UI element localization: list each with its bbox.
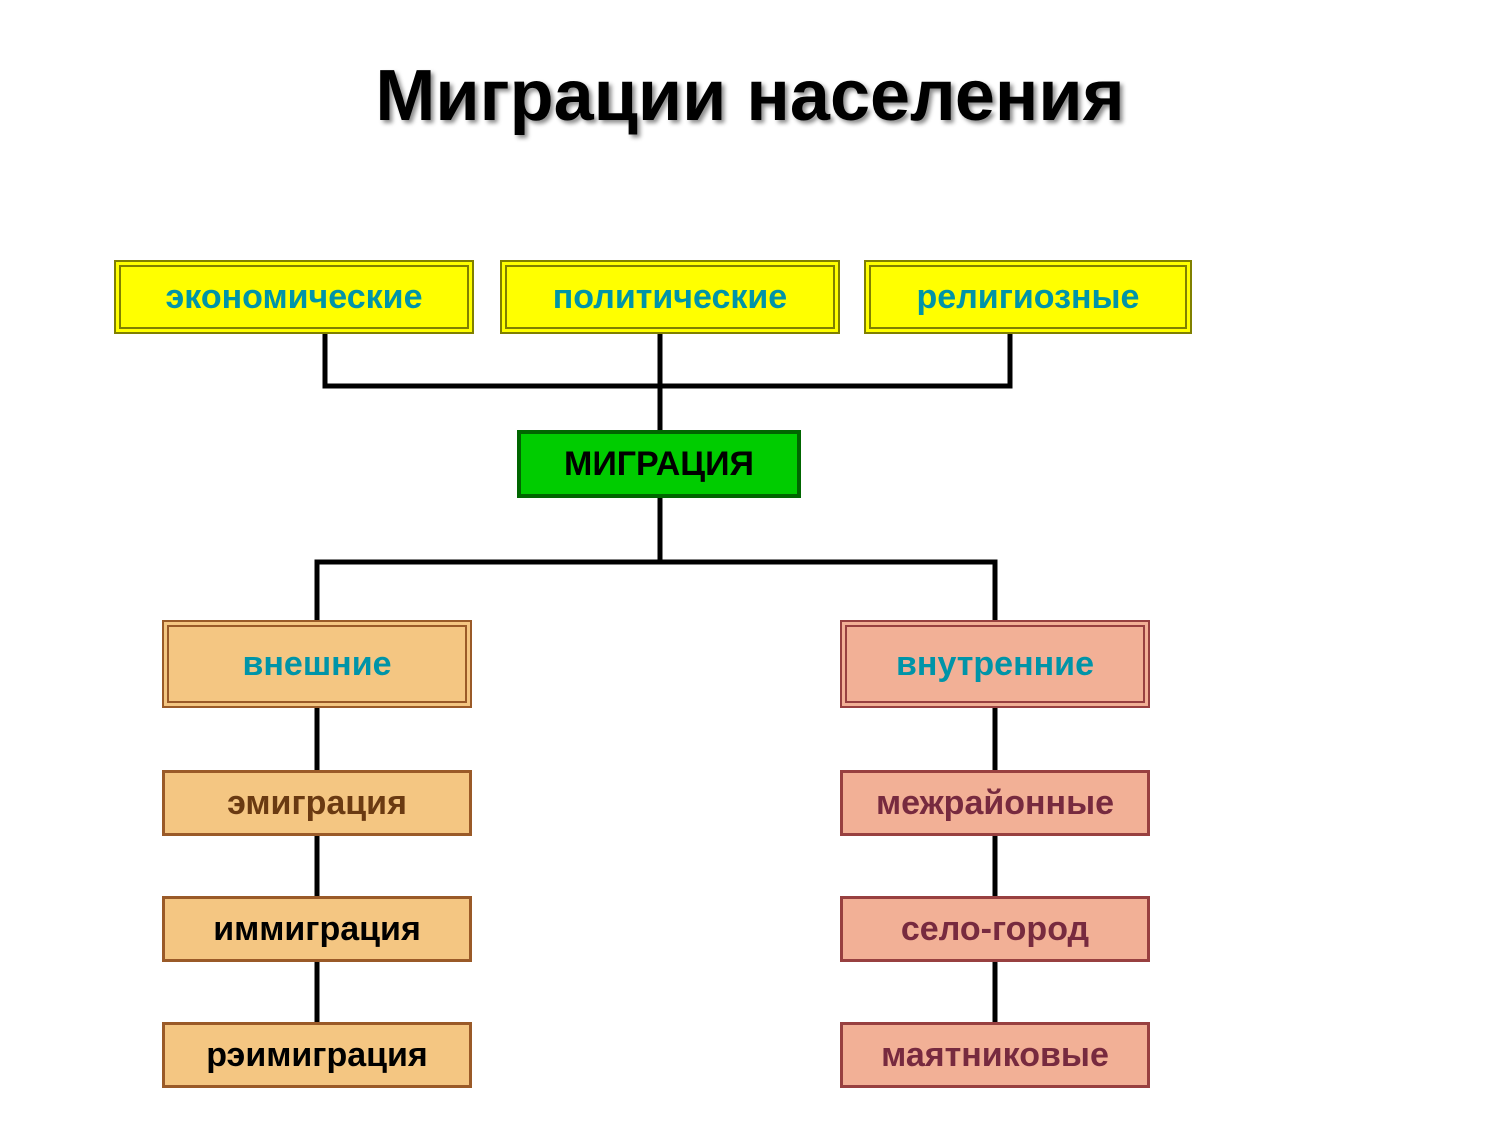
node-label: экономические — [166, 278, 423, 317]
node-immigration: иммиграция — [162, 896, 472, 962]
node-label: МИГРАЦИЯ — [564, 445, 754, 484]
node-label: религиозные — [917, 278, 1140, 317]
node-migration: МИГРАЦИЯ — [517, 430, 801, 498]
node-reimmigration: рэимиграция — [162, 1022, 472, 1088]
node-label: рэимиграция — [206, 1036, 428, 1075]
node-village-city: село-город — [840, 896, 1150, 962]
node-label: эмиграция — [227, 784, 407, 823]
node-emigration: эмиграция — [162, 770, 472, 836]
node-religious: религиозные — [864, 260, 1192, 334]
node-label: межрайонные — [876, 784, 1114, 823]
node-label: внешние — [242, 645, 391, 684]
node-internal: внутренние — [840, 620, 1150, 708]
node-external: внешние — [162, 620, 472, 708]
node-label: иммиграция — [213, 910, 421, 949]
node-interdistrict: межрайонные — [840, 770, 1150, 836]
node-label: политические — [553, 278, 787, 317]
node-pendulum: маятниковые — [840, 1022, 1150, 1088]
node-political: политические — [500, 260, 840, 334]
node-label: маятниковые — [881, 1036, 1109, 1075]
node-economic: экономические — [114, 260, 474, 334]
node-label: внутренние — [896, 645, 1094, 684]
node-label: село-город — [901, 910, 1089, 949]
diagram-title: Миграции населения — [0, 55, 1500, 137]
